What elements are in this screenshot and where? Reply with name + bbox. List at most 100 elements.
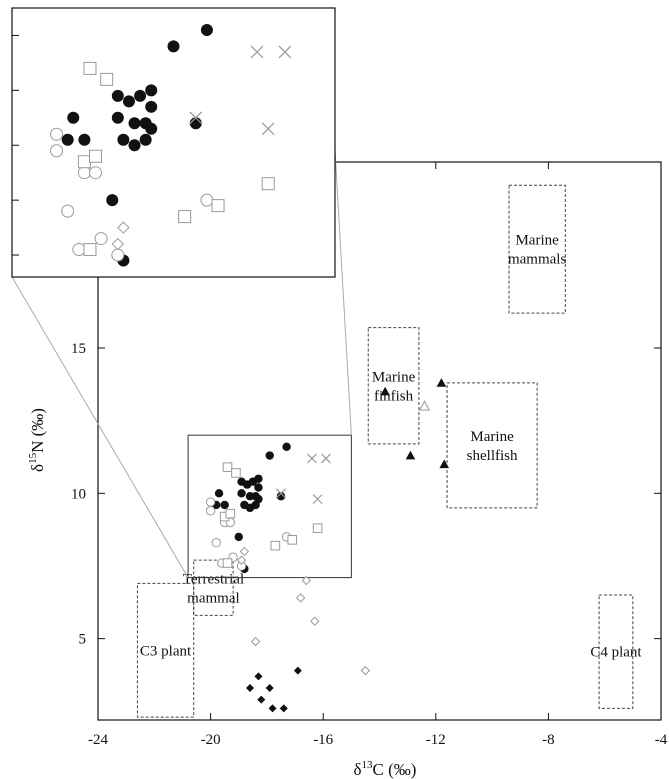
region-box <box>367 327 420 445</box>
region-label: Marine <box>515 233 559 249</box>
data-point-filled-circle <box>234 532 243 542</box>
data-point-open-square <box>312 523 323 533</box>
data-point-filled-circle <box>282 442 291 452</box>
data-point-filled-circle <box>214 489 224 498</box>
data-point-filled-triangle <box>380 386 390 396</box>
data-point-open-square <box>222 462 233 472</box>
inset-point-open-circle <box>50 144 64 158</box>
region-label: C4 plant <box>590 645 642 661</box>
data-point-open-diamond <box>310 616 320 626</box>
inset-point-cross <box>189 111 203 125</box>
inset-point-open-circle <box>77 166 91 180</box>
data-point-filled-diamond <box>268 704 277 713</box>
region-label: mammal <box>187 590 240 606</box>
data-point-open-triangle <box>418 400 431 411</box>
data-point-filled-triangle <box>436 378 447 387</box>
data-point-filled-diamond <box>254 672 263 681</box>
inset-point-cross-stroke <box>278 45 292 59</box>
inset-point-cross-stroke <box>261 122 275 136</box>
data-point-filled-circle <box>220 500 229 510</box>
inset-point-open-circle <box>72 243 86 257</box>
data-point-open-diamond <box>239 546 250 557</box>
data-point-filled-circle <box>254 474 263 483</box>
y-axis-label-superscript: 15 <box>27 452 39 464</box>
data-point-open-diamond <box>360 665 371 676</box>
inset-point-open-diamond <box>111 237 125 251</box>
y-tick-label: 15 <box>71 341 86 357</box>
data-point-open-circle <box>205 506 216 516</box>
data-point-open-circle <box>205 497 216 507</box>
region-box <box>193 559 234 616</box>
y-axis-label: δ15N (‰) <box>27 408 47 472</box>
x-axis-label-unit: C (‰) <box>373 760 417 779</box>
data-point-open-circle <box>211 538 221 548</box>
region-box <box>508 184 566 314</box>
data-point-cross-stroke <box>312 494 323 505</box>
x-axis-label-superscript: 13 <box>362 759 374 771</box>
data-point-open-square <box>287 535 298 545</box>
zoom-inset <box>11 7 352 578</box>
data-point-open-square <box>231 468 241 478</box>
zoom-region-box <box>187 434 352 579</box>
x-tick-label: -24 <box>88 732 108 748</box>
inset-point-cross <box>250 45 264 59</box>
data-point-filled-circle <box>254 483 263 492</box>
data-point-filled-diamond <box>246 684 255 693</box>
inset-point-open-circle <box>61 204 75 218</box>
inset-point-open-square <box>261 177 275 191</box>
inset-point-filled-circle <box>128 139 141 152</box>
inset-point-open-square <box>89 149 103 163</box>
data-point-open-diamond <box>295 593 306 603</box>
inset-point-open-square <box>77 155 91 169</box>
x-tick-label: -20 <box>201 732 221 748</box>
inset-point-filled-circle <box>78 133 91 146</box>
y-axis-label-unit: N (‰) <box>28 408 47 453</box>
x-tick-label: -4 <box>655 732 668 748</box>
region-label: finfish <box>374 388 414 404</box>
inset-point-filled-circle <box>67 111 80 124</box>
inset-point-open-square <box>83 61 97 75</box>
inset-point-open-square <box>211 199 225 213</box>
zoom-connector-line <box>11 276 189 578</box>
data-point-filled-circle <box>237 489 246 498</box>
inset-point-open-square <box>83 243 97 257</box>
zoom-indicator <box>187 434 352 579</box>
data-point-filled-diamond <box>257 695 266 704</box>
x-tick-label: -16 <box>313 732 333 748</box>
inset-point-filled-circle <box>117 133 130 146</box>
data-point-open-square <box>222 558 233 568</box>
inset-point-filled-circle <box>189 117 202 130</box>
inset-point-cross-stroke <box>250 45 264 59</box>
data-point-cross-stroke <box>307 453 317 464</box>
inset-point-cross-stroke <box>189 111 203 125</box>
x-tick-label: -8 <box>542 732 555 748</box>
inset-point-filled-circle <box>134 89 147 102</box>
data-point-filled-diamond <box>293 666 302 675</box>
data-point-cross <box>307 453 317 464</box>
data-point-cross <box>321 453 331 464</box>
region-label: C3 plant <box>140 643 192 659</box>
data-point-cross-stroke <box>276 488 286 499</box>
data-point-filled-diamond <box>279 704 288 713</box>
y-axis-label-symbol: δ <box>28 464 47 472</box>
region-label: Terrestrial <box>183 571 244 587</box>
x-axis-label-symbol: δ <box>354 760 362 779</box>
inset-point-filled-circle <box>145 100 158 113</box>
inset-point-filled-circle <box>111 111 124 124</box>
data-point-filled-circle <box>265 451 274 460</box>
inset-point-filled-circle <box>122 95 135 108</box>
data-point-cross-stroke <box>321 453 331 464</box>
inset-point-filled-circle <box>111 89 124 102</box>
data-points <box>205 378 450 713</box>
inset-point-open-circle <box>50 127 64 141</box>
inset-point-filled-circle <box>128 117 141 130</box>
inset-point-filled-circle <box>145 122 158 135</box>
inset-point-open-diamond <box>117 221 130 234</box>
data-point-filled-circle <box>251 500 260 510</box>
inset-point-open-circle <box>94 232 108 246</box>
region-label: Marine <box>470 429 514 445</box>
data-point-open-diamond <box>236 555 247 565</box>
data-point-cross <box>276 488 286 499</box>
y-tick-label: 10 <box>71 486 86 502</box>
